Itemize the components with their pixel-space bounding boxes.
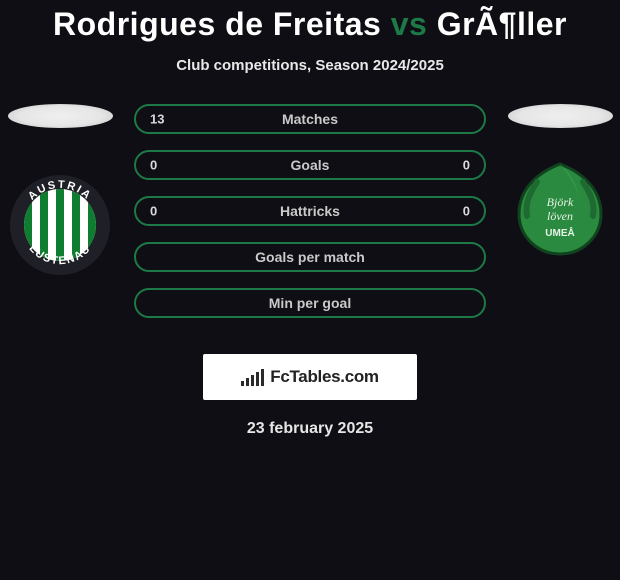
- stat-label: Min per goal: [269, 295, 351, 311]
- svg-text:löven: löven: [547, 209, 573, 223]
- bar-icon-segment: [251, 375, 254, 386]
- right-side: Björk löven UMEÅ: [500, 104, 620, 260]
- vs-label: vs: [391, 6, 428, 42]
- austria-lustenau-badge: AUSTRIA LUSTENAU: [9, 174, 111, 276]
- player2-name: GrÃ¶ller: [437, 6, 567, 42]
- page-title: Rodrigues de Freitas vs GrÃ¶ller: [0, 0, 620, 43]
- subtitle: Club competitions, Season 2024/2025: [0, 57, 620, 74]
- bjorkloven-umea-badge: Björk löven UMEÅ: [509, 158, 611, 260]
- brand-text: FcTables.com: [270, 367, 379, 387]
- stat-value-right: 0: [463, 204, 470, 219]
- svg-text:UMEÅ: UMEÅ: [545, 226, 574, 239]
- stat-label: Matches: [282, 111, 338, 127]
- bar-icon-segment: [246, 378, 249, 386]
- fctables-brand: FcTables.com: [203, 354, 417, 400]
- bar-icon-segment: [241, 381, 244, 386]
- stat-value-left: 13: [150, 112, 164, 127]
- stats-section: AUSTRIA LUSTENAU Björk löven UMEÅ 13: [0, 104, 620, 344]
- stat-row-goals: 0 Goals 0: [134, 150, 486, 180]
- stat-rows: 13 Matches 0 Goals 0 0 Hattricks 0 Goals…: [134, 104, 486, 318]
- bar-chart-icon: [241, 368, 264, 386]
- stat-value-right: 0: [463, 158, 470, 173]
- stat-label: Goals: [291, 157, 330, 173]
- player1-name: Rodrigues de Freitas: [53, 6, 381, 42]
- stat-label: Hattricks: [280, 203, 340, 219]
- stat-row-min-per-goal: Min per goal: [134, 288, 486, 318]
- stat-row-hattricks: 0 Hattricks 0: [134, 196, 486, 226]
- bar-icon-segment: [256, 372, 259, 386]
- stat-value-left: 0: [150, 158, 157, 173]
- stat-row-matches: 13 Matches: [134, 104, 486, 134]
- stat-row-goals-per-match: Goals per match: [134, 242, 486, 272]
- left-side: AUSTRIA LUSTENAU: [0, 104, 120, 276]
- date-label: 23 february 2025: [0, 420, 620, 438]
- bar-icon-segment: [261, 369, 264, 386]
- player1-shadow-ellipse: [8, 104, 113, 128]
- stat-label: Goals per match: [255, 249, 365, 265]
- stat-value-left: 0: [150, 204, 157, 219]
- player2-shadow-ellipse: [508, 104, 613, 128]
- svg-text:Björk: Björk: [547, 195, 574, 209]
